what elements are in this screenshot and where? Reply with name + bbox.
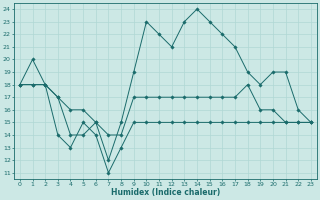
X-axis label: Humidex (Indice chaleur): Humidex (Indice chaleur) <box>111 188 220 197</box>
